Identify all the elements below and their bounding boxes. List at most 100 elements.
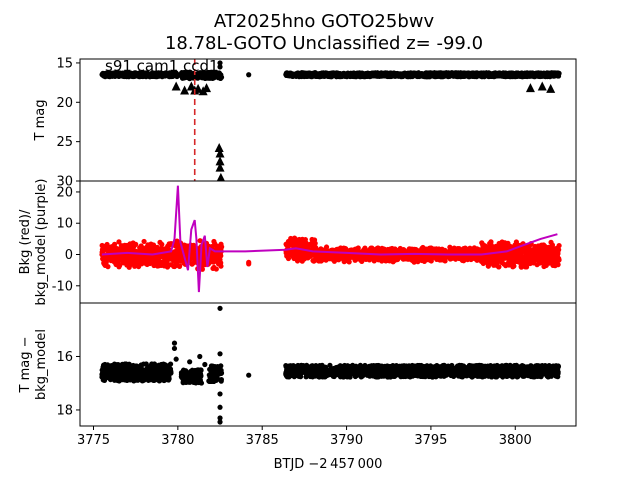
mag-point [155, 72, 161, 78]
mag-point [138, 362, 144, 368]
bkg-point [414, 248, 420, 254]
bkg-point [246, 261, 252, 267]
mag-point [325, 73, 331, 79]
bkg-point [498, 243, 504, 249]
mag-point [519, 71, 525, 77]
mag-point [351, 72, 357, 78]
mag-point [147, 377, 153, 383]
bkg-point [341, 245, 347, 251]
upper-limit-marker [537, 81, 547, 91]
bkg-point [210, 265, 216, 272]
mag-point [299, 72, 306, 78]
bkg-point [489, 256, 495, 262]
mag-point [555, 70, 561, 77]
bkg-point [475, 247, 481, 253]
mag-point [164, 363, 170, 370]
upper-limit-marker [525, 83, 535, 93]
bkg-point [371, 247, 378, 254]
mag-point [108, 363, 115, 369]
mag-point [181, 70, 187, 76]
bkg-point [502, 244, 508, 251]
mag-point [195, 71, 201, 77]
mag-point [450, 71, 456, 78]
bkg-point [343, 256, 349, 263]
bkg-point [126, 263, 133, 269]
bkg-point [521, 261, 527, 268]
bkg-point [400, 256, 406, 262]
bkg-point [139, 247, 145, 253]
bkg-point [488, 239, 494, 245]
bkg-point [550, 257, 556, 264]
mag-point [100, 377, 106, 383]
bkg-point [352, 257, 358, 263]
mag-point [144, 367, 150, 374]
bkg-point [159, 241, 165, 248]
bkg-point [455, 246, 461, 252]
mag-point [116, 70, 122, 76]
bkg-point [487, 260, 494, 266]
mag-point [318, 73, 325, 79]
bkg-point [124, 247, 131, 253]
mag-point [218, 367, 224, 373]
upper-limit-marker [202, 83, 212, 93]
mag-point [371, 73, 377, 79]
mag-point [218, 376, 225, 383]
mag-point [401, 71, 407, 78]
mag-point [107, 376, 114, 383]
upper-limit-marker [217, 176, 223, 181]
bkg-point [554, 253, 560, 259]
bkg-point [442, 258, 448, 264]
mag-point [191, 369, 197, 375]
bkg-point [550, 262, 556, 269]
upper-limit-marker [546, 83, 556, 93]
bkg-point [482, 245, 488, 252]
bkg-point [105, 264, 111, 270]
mag-point [188, 378, 194, 384]
upper-limit-marker [215, 162, 225, 172]
bkg-point [161, 263, 167, 269]
mag-point [182, 370, 189, 376]
bkg-point [104, 241, 110, 248]
bkg-point [164, 246, 170, 252]
upper-limit-marker [180, 85, 190, 95]
bkg-point [301, 237, 308, 243]
bkg-point [369, 254, 375, 260]
mag-point [455, 73, 461, 79]
mag-point [164, 372, 170, 378]
mag-point [470, 71, 476, 77]
bkg-point [175, 242, 181, 248]
mag-point [129, 72, 135, 79]
bkg-point [172, 256, 178, 262]
bkg-point [524, 251, 530, 258]
mag-point [167, 70, 173, 76]
bkg-point [548, 239, 554, 245]
mag-point [140, 370, 146, 376]
bkg-point [283, 241, 289, 247]
upper-limit-marker [171, 81, 181, 91]
bkg-point [110, 246, 116, 252]
mag-point [418, 71, 425, 77]
mag-point [131, 374, 137, 380]
bkg-point [184, 251, 190, 257]
bkg-point [218, 260, 224, 266]
mag-point [411, 72, 417, 79]
bkg-point [528, 252, 534, 258]
mag-point [295, 70, 301, 76]
mag-point [246, 72, 252, 78]
mag-point [365, 71, 371, 77]
y-tick-label: 0 [65, 248, 73, 263]
mag-point [392, 72, 398, 78]
bkg-point [208, 254, 214, 261]
mag-point [441, 73, 447, 79]
mag-point [190, 74, 196, 80]
mag-point [159, 368, 165, 374]
mag-point [360, 71, 366, 77]
bkg-point [153, 254, 159, 260]
bkg-point [427, 255, 433, 261]
mag-point [490, 70, 497, 77]
mag-point [180, 380, 186, 386]
mag-point [155, 364, 161, 370]
bkg-point [216, 253, 222, 259]
